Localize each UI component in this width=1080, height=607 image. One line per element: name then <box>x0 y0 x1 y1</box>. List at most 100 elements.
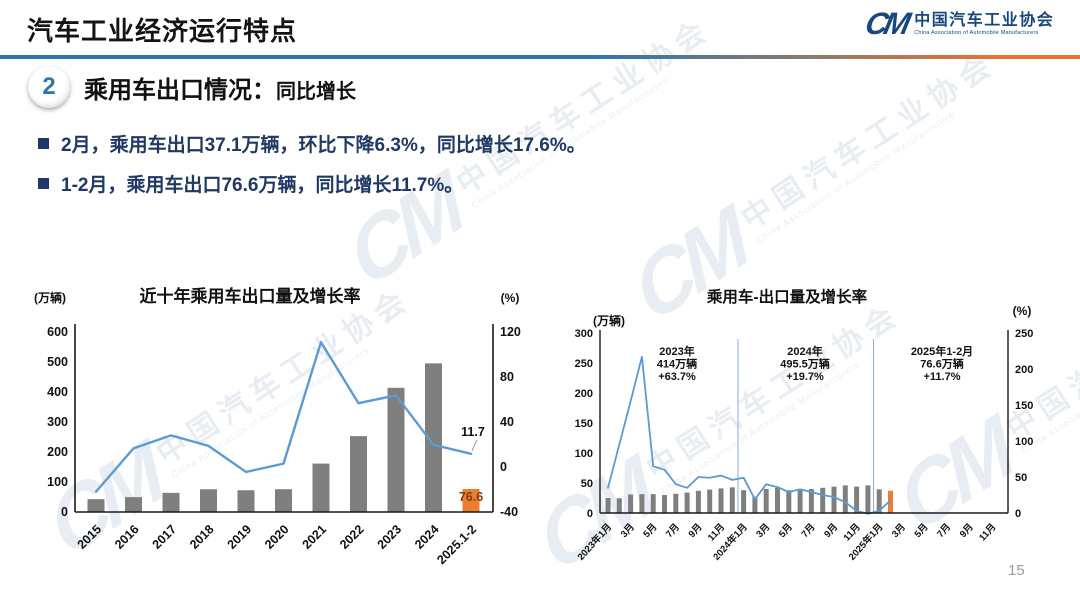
export-bar <box>200 489 217 512</box>
export-bar <box>616 498 622 513</box>
right-axis-tick-label: 50 <box>1015 472 1027 484</box>
year-annotation: +19.7% <box>786 371 824 383</box>
logo-org-name-en: China Association of Automobile Manufact… <box>914 30 1039 37</box>
export-bar <box>865 485 871 513</box>
x-axis-tick-label: 2023 <box>375 522 405 552</box>
export-bar <box>842 485 848 513</box>
left-axis-tick-label: 100 <box>575 448 593 460</box>
right-axis-unit: (%) <box>1013 304 1032 318</box>
left-axis-unit: (万辆) <box>593 313 625 328</box>
x-axis-tick-label: 2016 <box>112 522 142 552</box>
x-axis-tick-label: 2015 <box>75 522 105 552</box>
export-bar <box>684 492 690 513</box>
export-bar <box>718 488 724 513</box>
bullet-text: 1-2月，乘用车出口76.6万辆，同比增长11.7%。 <box>61 175 464 196</box>
x-axis-tick-label: 3月 <box>619 522 637 540</box>
export-bar <box>820 487 826 513</box>
section-subheading: 同比增长 <box>276 80 356 103</box>
left-axis-tick-label: 600 <box>47 325 68 339</box>
x-axis-tick-label: 5月 <box>641 522 659 540</box>
export-bar <box>387 387 405 512</box>
section-number-badge: 2 <box>28 66 70 108</box>
left-axis-tick-label: 200 <box>575 388 593 400</box>
year-annotation: +63.7% <box>658 371 696 383</box>
export-bar <box>707 489 713 513</box>
export-bar <box>786 490 792 513</box>
right-axis-tick-label: -40 <box>500 505 518 519</box>
right-axis-tick-label: 250 <box>1015 328 1033 340</box>
right-axis-tick-label: 120 <box>500 325 521 339</box>
left-axis-tick-label: 400 <box>47 385 68 399</box>
year-annotation: 2024年 <box>787 344 822 358</box>
cam-logo: CM 中国汽车工业协会 China Association of Automob… <box>862 6 1055 41</box>
chart-ten-year-exports: 近十年乘用车出口量及增长率(万辆) (%)60050040030020010001… <box>34 286 521 567</box>
export-bar <box>605 498 611 513</box>
year-annotation: 76.6万辆 <box>920 357 963 371</box>
x-axis-tick-label: 2019 <box>225 522 255 552</box>
chart-title: 乘用车-出口量及增长率 <box>706 287 868 306</box>
export-bar <box>854 486 860 513</box>
bullet-list: 2月，乘用车出口37.1万辆，环比下降6.3%，同比增长17.6%。 1-2月，… <box>38 130 586 197</box>
right-axis-tick-label: 40 <box>500 415 514 429</box>
bullet-square-icon <box>38 138 49 149</box>
x-axis-tick-label: 2020 <box>262 522 292 552</box>
x-axis-tick-label: 3月 <box>890 522 908 540</box>
label-callout-line <box>471 439 478 452</box>
x-axis-tick-label: 2024 <box>412 522 442 552</box>
export-bar <box>695 490 701 513</box>
export-bar <box>662 495 667 513</box>
left-axis-tick-label: 250 <box>575 358 593 370</box>
export-bar <box>763 489 769 513</box>
year-annotation: 495.5万辆 <box>780 357 830 371</box>
left-axis-tick-label: 50 <box>581 478 593 490</box>
left-axis-tick-label: 300 <box>575 328 593 340</box>
x-axis-tick-label: 2025.1-2 <box>434 522 479 567</box>
export-bar <box>162 492 180 512</box>
line-end-value-label: 11.7 <box>461 425 485 439</box>
export-bar <box>741 490 747 513</box>
export-bar <box>628 494 634 513</box>
right-axis-unit: (%) <box>501 291 520 305</box>
x-axis-tick-label: 7月 <box>800 522 818 540</box>
x-axis-tick-label: 9月 <box>822 522 840 540</box>
x-axis-tick-label: 9月 <box>687 522 705 540</box>
x-axis-tick-label: 7月 <box>664 522 682 540</box>
bullet-square-icon <box>38 178 49 189</box>
x-axis-tick-label: 2021 <box>300 522 330 552</box>
left-axis-tick-label: 0 <box>587 508 593 520</box>
section-heading-row: 2 乘用车出口情况：同比增长 <box>28 66 356 108</box>
x-axis-tick-label: 2023年1月 <box>575 521 614 563</box>
export-bar <box>876 489 882 513</box>
left-axis-tick-label: 150 <box>575 418 593 430</box>
x-axis-tick-label: 3月 <box>754 522 772 540</box>
header-divider-rule <box>0 55 1080 59</box>
cam-monogram-icon: CM <box>862 6 910 41</box>
left-axis-tick-label: 300 <box>47 415 68 429</box>
export-bar <box>775 487 780 513</box>
export-bar <box>831 486 837 513</box>
export-bar <box>797 490 803 513</box>
bullet-item: 1-2月，乘用车出口76.6万辆，同比增长11.7%。 <box>38 170 586 197</box>
x-axis-tick-label: 9月 <box>958 522 976 540</box>
x-axis-tick-label: 2022 <box>337 522 367 552</box>
logo-org-name-cn: 中国汽车工业协会 <box>914 11 1055 29</box>
x-axis-tick-label: 11月 <box>977 522 998 544</box>
export-bar <box>312 463 330 512</box>
right-axis-tick-label: 200 <box>1015 364 1033 376</box>
right-axis-tick-label: 80 <box>500 370 514 384</box>
export-bar-highlight <box>462 489 480 512</box>
export-bar <box>87 499 105 512</box>
right-axis-tick-label: 0 <box>500 460 507 474</box>
export-bar <box>350 436 367 512</box>
year-annotation: +11.7% <box>923 371 960 383</box>
year-annotation: 2025年1-2月 <box>911 344 973 358</box>
right-axis-tick-label: 150 <box>1015 400 1033 412</box>
left-axis-tick-label: 500 <box>47 355 68 369</box>
year-annotation: 2023年 <box>659 344 694 358</box>
export-bar <box>808 489 814 513</box>
x-axis-tick-label: 7月 <box>935 522 953 540</box>
export-bar <box>275 489 292 512</box>
highlight-bar-value-label: 76.6 <box>459 490 483 504</box>
